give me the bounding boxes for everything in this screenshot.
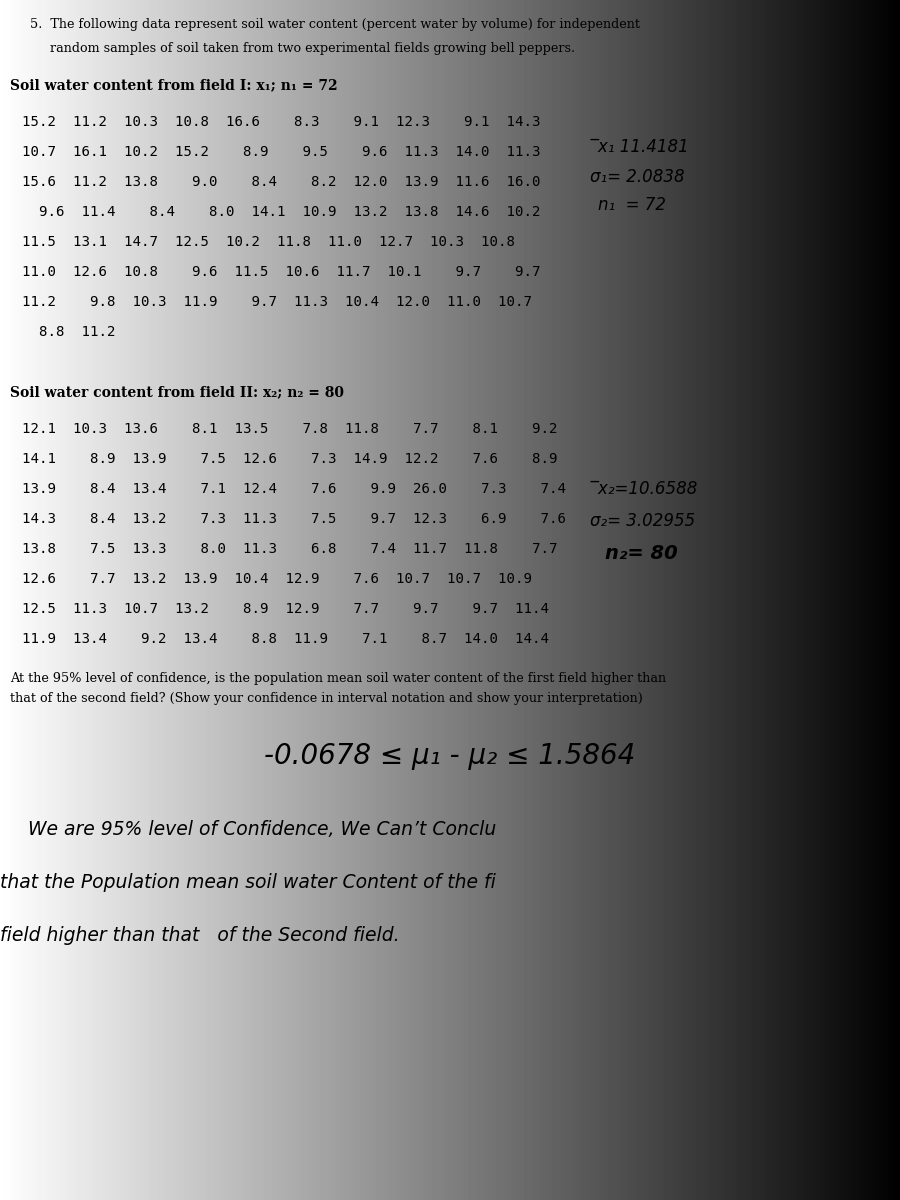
- Text: random samples of soil taken from two experimental fields growing bell peppers.: random samples of soil taken from two ex…: [30, 42, 575, 55]
- Text: that of the second field? (Show your confidence in interval notation and show yo: that of the second field? (Show your con…: [10, 692, 643, 704]
- Text: ̅x₂=10.6588: ̅x₂=10.6588: [598, 480, 698, 498]
- Text: 12.1  10.3  13.6    8.1  13.5    7.8  11.8    7.7    8.1    9.2: 12.1 10.3 13.6 8.1 13.5 7.8 11.8 7.7 8.1…: [22, 422, 557, 436]
- Text: 11.0  12.6  10.8    9.6  11.5  10.6  11.7  10.1    9.7    9.7: 11.0 12.6 10.8 9.6 11.5 10.6 11.7 10.1 9…: [22, 265, 541, 278]
- Text: 14.3    8.4  13.2    7.3  11.3    7.5    9.7  12.3    6.9    7.6: 14.3 8.4 13.2 7.3 11.3 7.5 9.7 12.3 6.9 …: [22, 512, 566, 526]
- Text: We are 95% level of Confidence, We Can’t Conclu: We are 95% level of Confidence, We Can’t…: [28, 820, 496, 839]
- Text: 8.8  11.2: 8.8 11.2: [22, 325, 115, 338]
- Text: 5.  The following data represent soil water content (percent water by volume) fo: 5. The following data represent soil wat…: [30, 18, 640, 31]
- Text: 12.5  11.3  10.7  13.2    8.9  12.9    7.7    9.7    9.7  11.4: 12.5 11.3 10.7 13.2 8.9 12.9 7.7 9.7 9.7…: [22, 602, 549, 616]
- Text: σ₁= 2.0838: σ₁= 2.0838: [590, 168, 685, 186]
- Text: 14.1    8.9  13.9    7.5  12.6    7.3  14.9  12.2    7.6    8.9: 14.1 8.9 13.9 7.5 12.6 7.3 14.9 12.2 7.6…: [22, 452, 557, 466]
- Text: 15.2  11.2  10.3  10.8  16.6    8.3    9.1  12.3    9.1  14.3: 15.2 11.2 10.3 10.8 16.6 8.3 9.1 12.3 9.…: [22, 115, 541, 128]
- Text: 9.6  11.4    8.4    8.0  14.1  10.9  13.2  13.8  14.6  10.2: 9.6 11.4 8.4 8.0 14.1 10.9 13.2 13.8 14.…: [22, 205, 541, 218]
- Text: 11.5  13.1  14.7  12.5  10.2  11.8  11.0  12.7  10.3  10.8: 11.5 13.1 14.7 12.5 10.2 11.8 11.0 12.7 …: [22, 235, 515, 248]
- Text: 13.8    7.5  13.3    8.0  11.3    6.8    7.4  11.7  11.8    7.7: 13.8 7.5 13.3 8.0 11.3 6.8 7.4 11.7 11.8…: [22, 542, 557, 556]
- Text: 11.9  13.4    9.2  13.4    8.8  11.9    7.1    8.7  14.0  14.4: 11.9 13.4 9.2 13.4 8.8 11.9 7.1 8.7 14.0…: [22, 632, 549, 646]
- Text: field higher than that   of the Second field.: field higher than that of the Second fie…: [0, 926, 400, 946]
- Text: 15.6  11.2  13.8    9.0    8.4    8.2  12.0  13.9  11.6  16.0: 15.6 11.2 13.8 9.0 8.4 8.2 12.0 13.9 11.…: [22, 175, 541, 188]
- Text: 13.9    8.4  13.4    7.1  12.4    7.6    9.9  26.0    7.3    7.4: 13.9 8.4 13.4 7.1 12.4 7.6 9.9 26.0 7.3 …: [22, 482, 566, 496]
- Text: Soil water content from field I: x₁; n₁ = 72: Soil water content from field I: x₁; n₁ …: [10, 78, 337, 92]
- Text: that the Population mean soil water Content of the fi: that the Population mean soil water Cont…: [0, 874, 496, 892]
- Text: -0.0678 ≤ μ₁ - μ₂ ≤ 1.5864: -0.0678 ≤ μ₁ - μ₂ ≤ 1.5864: [265, 742, 635, 770]
- Text: At the 95% level of confidence, is the population mean soil water content of the: At the 95% level of confidence, is the p…: [10, 672, 666, 685]
- Text: Soil water content from field II: x₂; n₂ = 80: Soil water content from field II: x₂; n₂…: [10, 385, 344, 398]
- Text: σ₂= 3.02955: σ₂= 3.02955: [590, 512, 695, 530]
- Text: n₁  = 72: n₁ = 72: [598, 196, 666, 214]
- Text: ̅x₁ 11.4181: ̅x₁ 11.4181: [598, 138, 688, 156]
- Text: 11.2    9.8  10.3  11.9    9.7  11.3  10.4  12.0  11.0  10.7: 11.2 9.8 10.3 11.9 9.7 11.3 10.4 12.0 11…: [22, 295, 532, 308]
- Text: n₂= 80: n₂= 80: [605, 544, 678, 563]
- Text: 12.6    7.7  13.2  13.9  10.4  12.9    7.6  10.7  10.7  10.9: 12.6 7.7 13.2 13.9 10.4 12.9 7.6 10.7 10…: [22, 572, 532, 586]
- Text: 10.7  16.1  10.2  15.2    8.9    9.5    9.6  11.3  14.0  11.3: 10.7 16.1 10.2 15.2 8.9 9.5 9.6 11.3 14.…: [22, 145, 541, 158]
